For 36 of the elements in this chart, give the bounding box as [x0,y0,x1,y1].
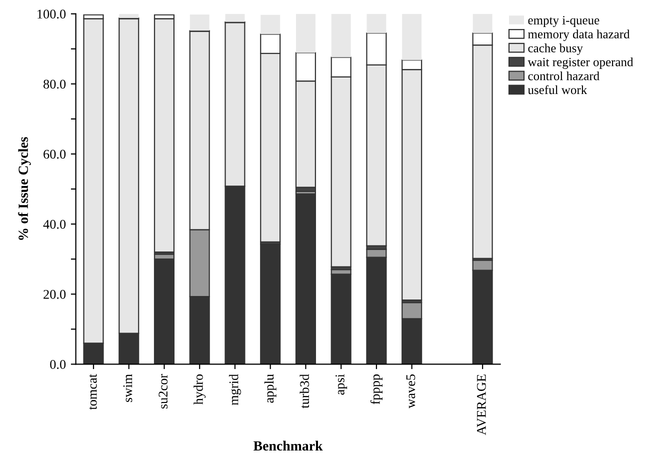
legend-label: wait register operand [528,57,634,69]
bar [472,14,492,34]
legend-label: cache busy [528,44,583,55]
bar [296,14,316,53]
bar [260,243,281,364]
x-tick-label: wave5 [406,374,416,408]
x-axis-title: Benchmark [254,440,323,451]
legend-label: memory data hazard [528,30,630,41]
x-tick-label: mgrid [228,374,241,406]
y-tick-label: 100.0 [38,10,66,19]
x-tick-label: hydro [194,374,206,405]
y-tick-label: 40.0 [43,220,66,229]
x-tick-label: su2cor [158,374,168,409]
bar [330,274,352,364]
legend-label: useful work [528,85,588,94]
bar [331,14,351,58]
x-tick-label: apsi [336,374,348,395]
y-tick-label: 60.0 [44,150,66,159]
x-tick-label: swim [123,374,132,402]
x-tick-label: tomcat [89,374,97,410]
legend-label: empty i-queue [528,16,600,28]
y-axis-title: % of Issue Cycles [18,137,31,240]
bar [366,14,386,34]
bar [260,14,280,34]
bar [154,18,175,253]
x-tick-label: turb3d [300,374,310,408]
bar [154,258,175,364]
x-tick-label: AVERAGE [477,374,486,436]
y-tick-label: 80.0 [44,80,66,89]
y-tick-label: 0.0 [50,360,66,369]
legend-label: control hazard [528,71,600,80]
y-tick-label: 20.0 [44,290,66,299]
x-tick-label: applu [264,374,276,403]
x-tick-label: fpppp [370,374,383,404]
bar [295,193,316,364]
bar [402,14,422,60]
